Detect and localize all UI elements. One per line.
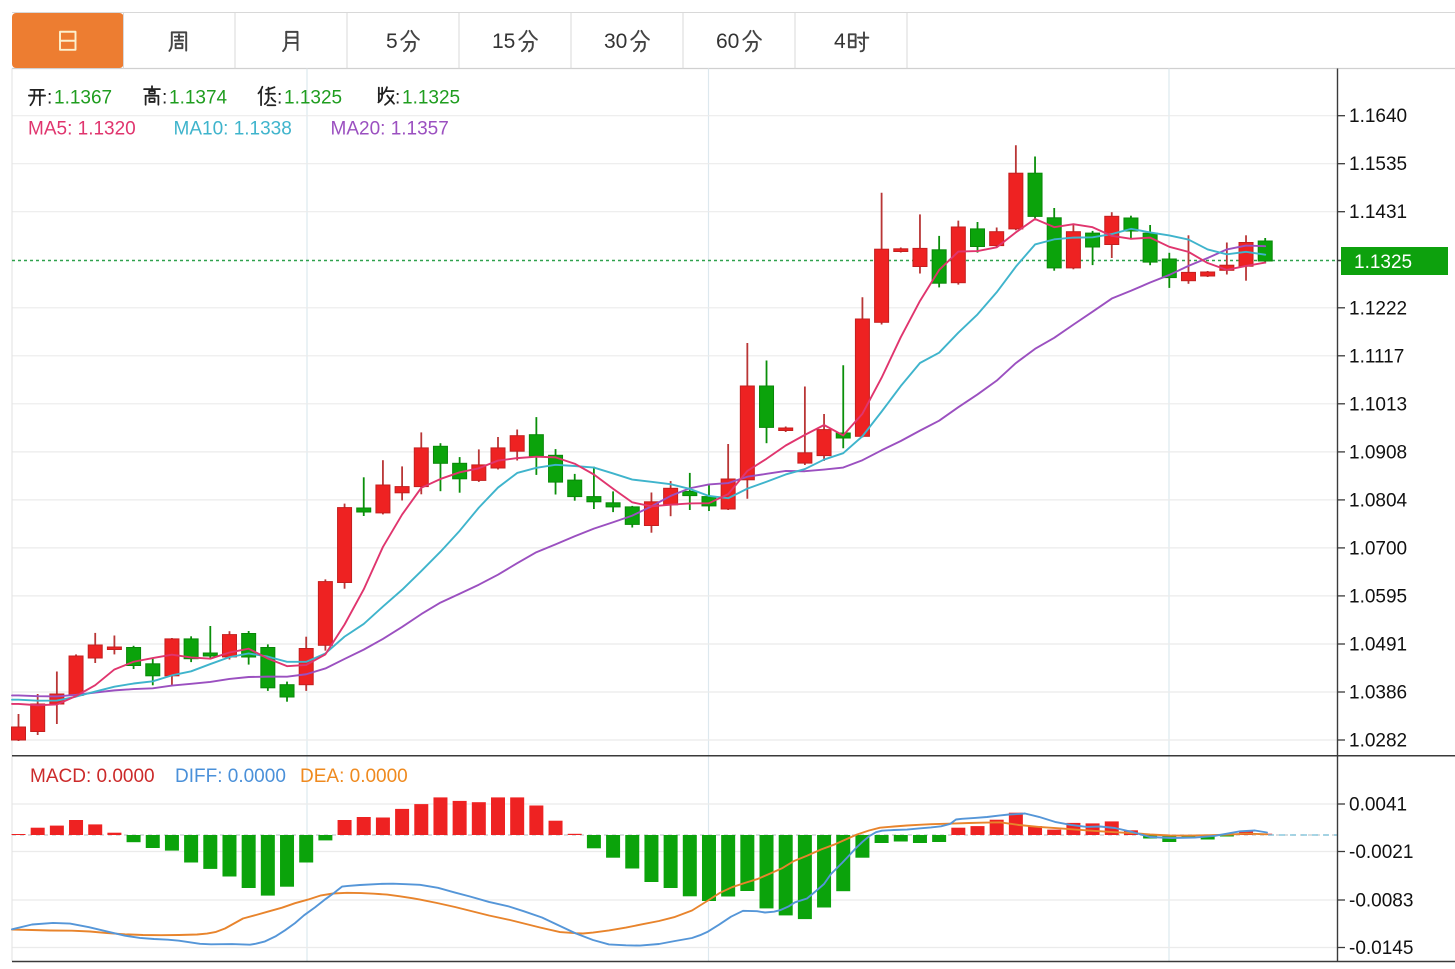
svg-text::: : bbox=[162, 88, 167, 109]
svg-text:1.0491: 1.0491 bbox=[1349, 635, 1407, 656]
svg-text:DEA: 0.0000: DEA: 0.0000 bbox=[300, 766, 408, 787]
svg-text:MA5: 1.1320: MA5: 1.1320 bbox=[28, 119, 136, 140]
svg-text:1.0700: 1.0700 bbox=[1349, 538, 1407, 559]
svg-text:1.0595: 1.0595 bbox=[1349, 586, 1407, 607]
svg-text:30: 30 bbox=[604, 30, 627, 53]
svg-text:1.1374: 1.1374 bbox=[169, 88, 228, 109]
svg-text:4: 4 bbox=[834, 30, 846, 53]
svg-text:1.0908: 1.0908 bbox=[1349, 442, 1407, 463]
svg-text:1.1431: 1.1431 bbox=[1349, 202, 1407, 223]
svg-text:1.1640: 1.1640 bbox=[1349, 106, 1407, 127]
svg-text:-0.0145: -0.0145 bbox=[1349, 938, 1413, 959]
svg-text:MA20: 1.1357: MA20: 1.1357 bbox=[331, 119, 449, 140]
svg-text:60: 60 bbox=[716, 30, 739, 53]
svg-text:5: 5 bbox=[386, 30, 398, 53]
svg-text:1.0386: 1.0386 bbox=[1349, 683, 1407, 704]
svg-text:1.1222: 1.1222 bbox=[1349, 298, 1407, 319]
svg-text:1.1535: 1.1535 bbox=[1349, 154, 1407, 175]
svg-text:1.0804: 1.0804 bbox=[1349, 490, 1408, 511]
svg-text:1.1325: 1.1325 bbox=[402, 88, 460, 109]
svg-text::: : bbox=[47, 88, 52, 109]
svg-text:0.0041: 0.0041 bbox=[1349, 795, 1407, 816]
svg-text:MA10: 1.1338: MA10: 1.1338 bbox=[174, 119, 292, 140]
svg-text:DIFF: 0.0000: DIFF: 0.0000 bbox=[175, 766, 286, 787]
svg-text::: : bbox=[395, 88, 400, 109]
svg-text:1.1013: 1.1013 bbox=[1349, 394, 1407, 415]
svg-text:1.1117: 1.1117 bbox=[1349, 346, 1404, 367]
svg-text:MACD: 0.0000: MACD: 0.0000 bbox=[30, 766, 155, 787]
svg-text:-0.0083: -0.0083 bbox=[1349, 891, 1413, 912]
svg-text:-0.0021: -0.0021 bbox=[1349, 842, 1413, 863]
svg-text:1.1325: 1.1325 bbox=[1354, 252, 1412, 273]
svg-text:1.1325: 1.1325 bbox=[284, 88, 342, 109]
svg-text:1.1367: 1.1367 bbox=[54, 88, 112, 109]
svg-text::: : bbox=[277, 88, 282, 109]
svg-text:15: 15 bbox=[492, 30, 515, 53]
svg-text:1.0282: 1.0282 bbox=[1349, 731, 1407, 752]
